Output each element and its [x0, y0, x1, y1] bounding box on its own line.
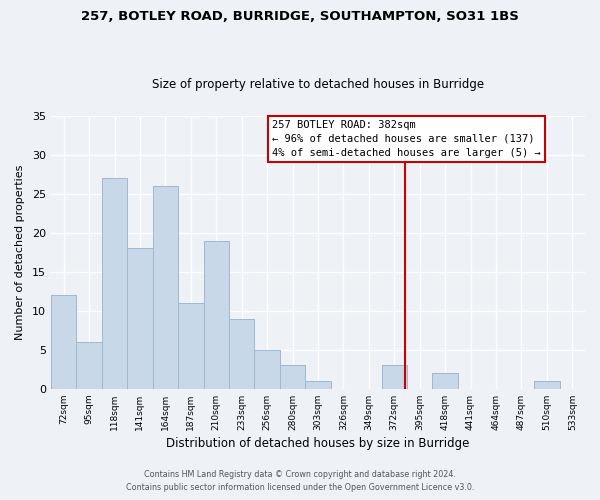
- Y-axis label: Number of detached properties: Number of detached properties: [15, 164, 25, 340]
- Bar: [382, 366, 407, 389]
- Bar: [102, 178, 127, 389]
- Bar: [433, 373, 458, 389]
- Bar: [534, 381, 560, 389]
- Text: Contains HM Land Registry data © Crown copyright and database right 2024.
Contai: Contains HM Land Registry data © Crown c…: [126, 470, 474, 492]
- Bar: [254, 350, 280, 389]
- Title: Size of property relative to detached houses in Burridge: Size of property relative to detached ho…: [152, 78, 484, 91]
- Bar: [305, 381, 331, 389]
- Bar: [178, 303, 203, 389]
- Bar: [127, 248, 152, 389]
- Bar: [51, 295, 76, 389]
- Bar: [229, 318, 254, 389]
- Bar: [280, 366, 305, 389]
- X-axis label: Distribution of detached houses by size in Burridge: Distribution of detached houses by size …: [166, 437, 470, 450]
- Text: 257 BOTLEY ROAD: 382sqm
← 96% of detached houses are smaller (137)
4% of semi-de: 257 BOTLEY ROAD: 382sqm ← 96% of detache…: [272, 120, 541, 158]
- Bar: [76, 342, 102, 389]
- Text: 257, BOTLEY ROAD, BURRIDGE, SOUTHAMPTON, SO31 1BS: 257, BOTLEY ROAD, BURRIDGE, SOUTHAMPTON,…: [81, 10, 519, 23]
- Bar: [203, 240, 229, 389]
- Bar: [152, 186, 178, 389]
